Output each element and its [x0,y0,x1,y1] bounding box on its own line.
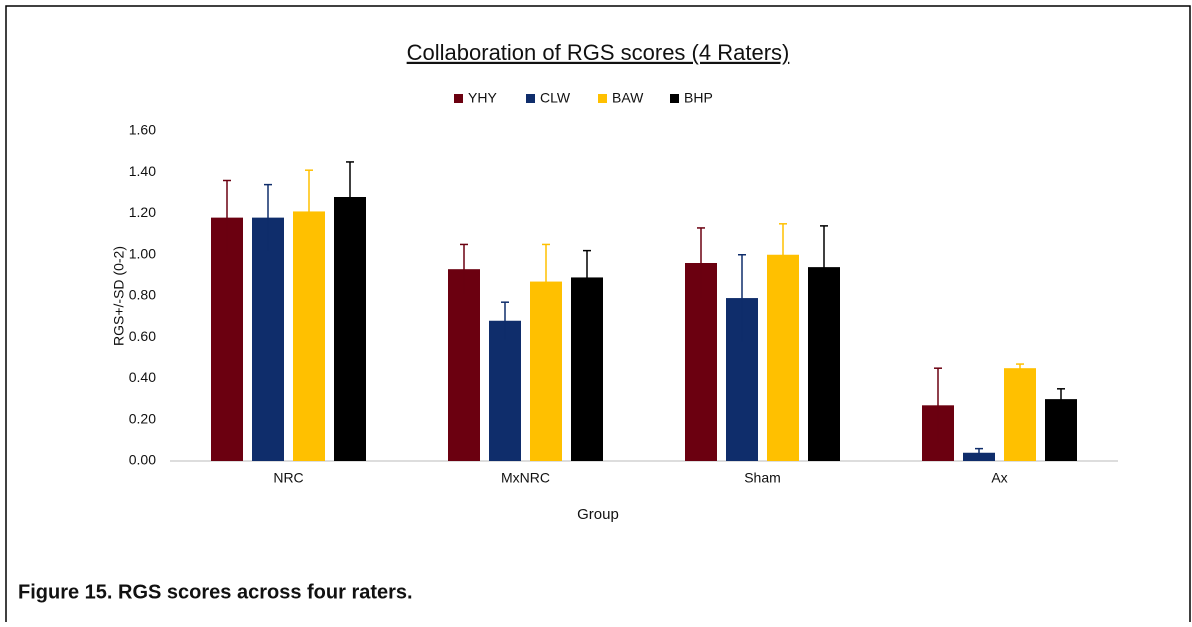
legend-swatch [454,94,463,103]
bar [448,269,480,461]
chart-title: Collaboration of RGS scores (4 Raters) [407,40,790,65]
bar [1004,368,1036,461]
y-tick-label: 1.60 [129,122,156,138]
legend-swatch [670,94,679,103]
x-tick-label: Sham [744,470,781,486]
caption: Figure 15. RGS scores across four raters… [18,581,413,603]
y-tick-label: 0.00 [129,452,156,468]
legend-label: BHP [684,90,713,106]
bar [489,320,521,461]
y-tick-label: 0.60 [129,328,156,344]
x-axis-label: Group [577,506,619,523]
y-tick-label: 1.00 [129,245,156,261]
legend-label: CLW [540,90,571,106]
frame [5,5,1191,622]
bar [252,217,284,461]
y-tick-label: 1.40 [129,163,156,179]
legend-swatch [526,94,535,103]
bar [571,277,603,461]
legend-label: BAW [612,90,644,106]
x-tick-label: MxNRC [501,470,550,486]
legend-swatch [598,94,607,103]
bar [334,197,366,461]
y-axis-label: RGS+/-SD (0-2) [111,246,127,346]
x-tick-label: Ax [991,470,1007,486]
y-tick-label: 0.80 [129,287,156,303]
bar [767,254,799,461]
bar [211,217,243,461]
y-tick-label: 0.40 [129,369,156,385]
bar [293,211,325,461]
legend-label: YHY [468,90,497,106]
y-tick-label: 0.20 [129,410,156,426]
x-tick-label: NRC [273,470,303,486]
y-tick-label: 1.20 [129,204,156,220]
